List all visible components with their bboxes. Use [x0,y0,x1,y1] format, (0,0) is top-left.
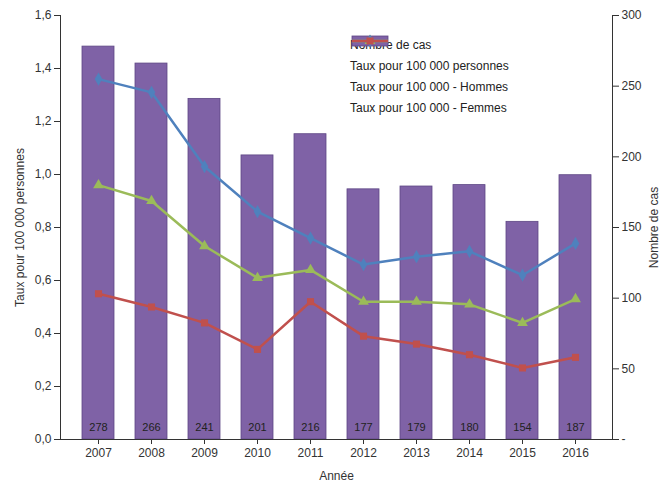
svg-text:154: 154 [513,421,531,433]
svg-text:187: 187 [566,421,584,433]
svg-text:1,2: 1,2 [35,114,52,128]
svg-text:150: 150 [622,220,642,234]
svg-text:0,2: 0,2 [35,379,52,393]
svg-text:278: 278 [89,421,107,433]
svg-text:177: 177 [354,421,372,433]
svg-text:266: 266 [142,421,160,433]
svg-text:2016: 2016 [562,446,589,460]
svg-text:2010: 2010 [244,446,271,460]
svg-text:-: - [622,432,626,446]
svg-text:1,0: 1,0 [35,167,52,181]
svg-text:2008: 2008 [138,446,165,460]
html-text:Nombre de cas: Nombre de cas [350,37,432,52]
svg-text:201: 201 [248,421,266,433]
svg-text:2009: 2009 [191,446,218,460]
svg-text:1,4: 1,4 [35,61,52,75]
svg-text:241: 241 [195,421,213,433]
svg-text:50: 50 [622,362,636,376]
svg-text:2011: 2011 [298,446,324,460]
svg-text:1,6: 1,6 [35,8,52,22]
svg-text:2007: 2007 [85,446,112,460]
svg-text:200: 200 [622,150,642,164]
svg-text:2015: 2015 [509,446,536,460]
svg-text:Nombre de cas: Nombre de cas [647,187,661,268]
svg-text:216: 216 [301,421,319,433]
html-text:Taux pour 100 000 personnes: Taux pour 100 000 personnes [350,58,509,73]
svg-text:100: 100 [622,291,642,305]
svg-text:180: 180 [460,421,478,433]
svg-text:Taux pour 100 000 personnes: Taux pour 100 000 personnes [13,148,27,307]
svg-text:300: 300 [622,8,642,22]
svg-text:0,6: 0,6 [35,273,52,287]
svg-text:179: 179 [407,421,425,433]
svg-text:0,0: 0,0 [35,432,52,446]
svg-text:Année: Année [319,469,354,483]
svg-text:2013: 2013 [403,446,430,460]
html-text:Taux pour 100 000 - Femmes: Taux pour 100 000 - Femmes [350,100,507,115]
svg-text:2012: 2012 [350,446,377,460]
svg-text:250: 250 [622,79,642,93]
svg-text:0,4: 0,4 [35,326,52,340]
svg-text:0,8: 0,8 [35,220,52,234]
html-text:Taux pour 100 000 - Hommes: Taux pour 100 000 - Hommes [350,79,509,94]
svg-text:2014: 2014 [456,446,483,460]
